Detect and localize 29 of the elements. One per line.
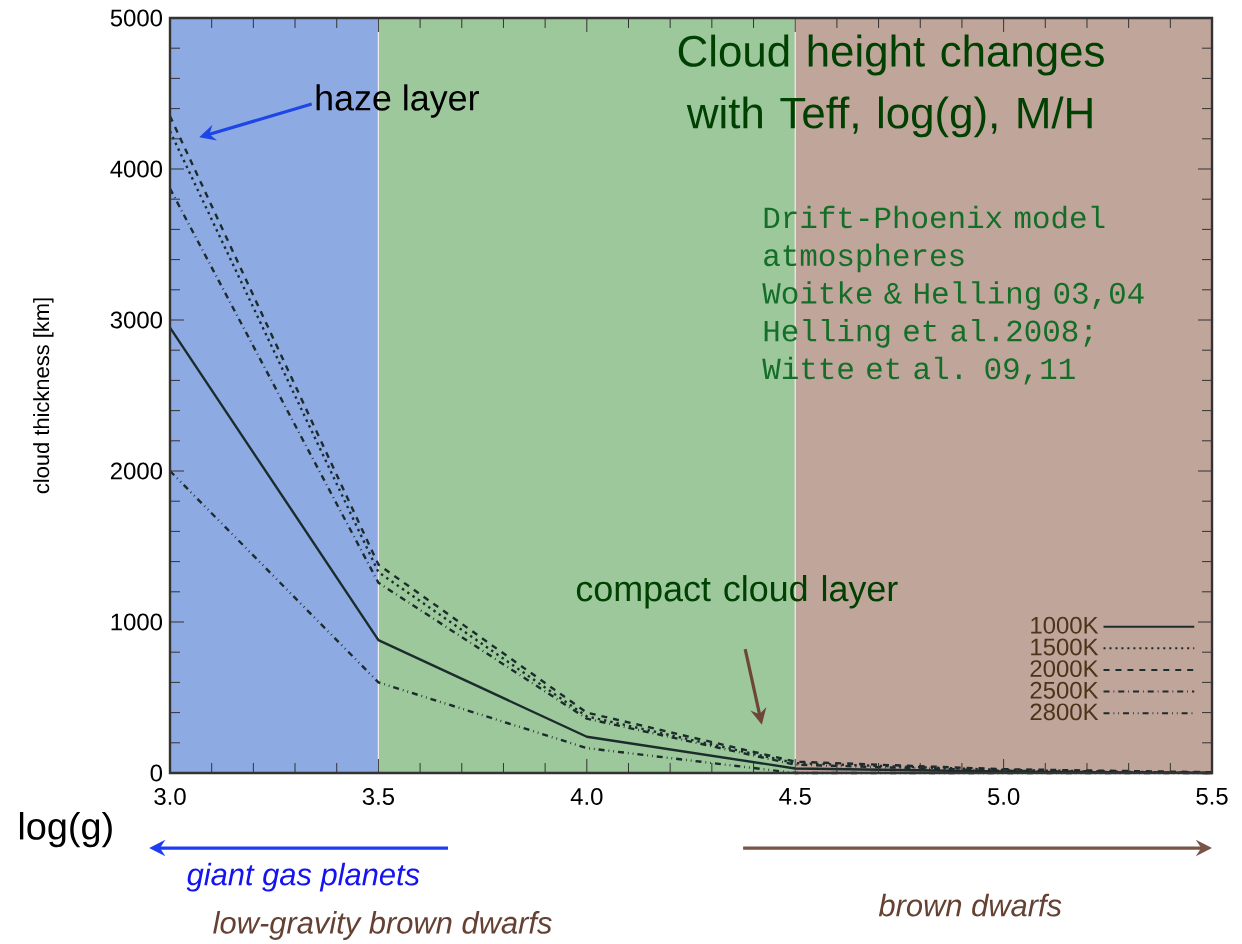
x-tick-label: 5.0 <box>987 788 1020 805</box>
legend-label: 2000K <box>1030 660 1099 678</box>
legend-label: 1000K <box>1031 616 1099 634</box>
x-axis-title: log(g) <box>19 811 112 848</box>
text: low-gravity brown dwarfs <box>213 911 552 940</box>
y-tick-label: 0 <box>150 764 163 782</box>
x-tick-label: 4.0 <box>570 788 603 805</box>
y-tick-label: 5000 <box>110 9 163 27</box>
y-tick-label: 3000 <box>110 311 163 329</box>
text: brown dwarfs <box>878 893 1062 917</box>
annotation: Helling et al.2008; <box>764 318 1092 348</box>
text: giant gas planets <box>186 862 420 892</box>
x-tick-label: 5.5 <box>1196 788 1228 805</box>
y-axis-title: cloud thickness [km] <box>33 298 54 494</box>
text: Cloud height changes with Teff, log(g), M/H <box>678 34 1104 138</box>
y-tick-label: 2000 <box>110 462 163 480</box>
annotation: Woitke & Helling 03,04 <box>762 281 1144 310</box>
y-tick-label: 4000 <box>110 160 163 178</box>
annotation: Witte et al. 09,11 <box>762 356 1075 385</box>
annotation: Drift-Phoenix model atmospheres <box>764 205 1105 273</box>
legend-label: 2800K <box>1030 703 1099 721</box>
x-tick-label: 3.5 <box>362 788 394 805</box>
legend-label: 2500K <box>1030 681 1099 699</box>
x-tick-label: 3.0 <box>154 788 186 805</box>
x-tick-label: 4.5 <box>779 788 811 805</box>
annotation: haze layer <box>316 84 479 118</box>
y-tick-label: 1000 <box>111 613 163 631</box>
legend-label: 1500K <box>1031 638 1099 656</box>
annotation: compact cloud layer <box>576 575 898 609</box>
